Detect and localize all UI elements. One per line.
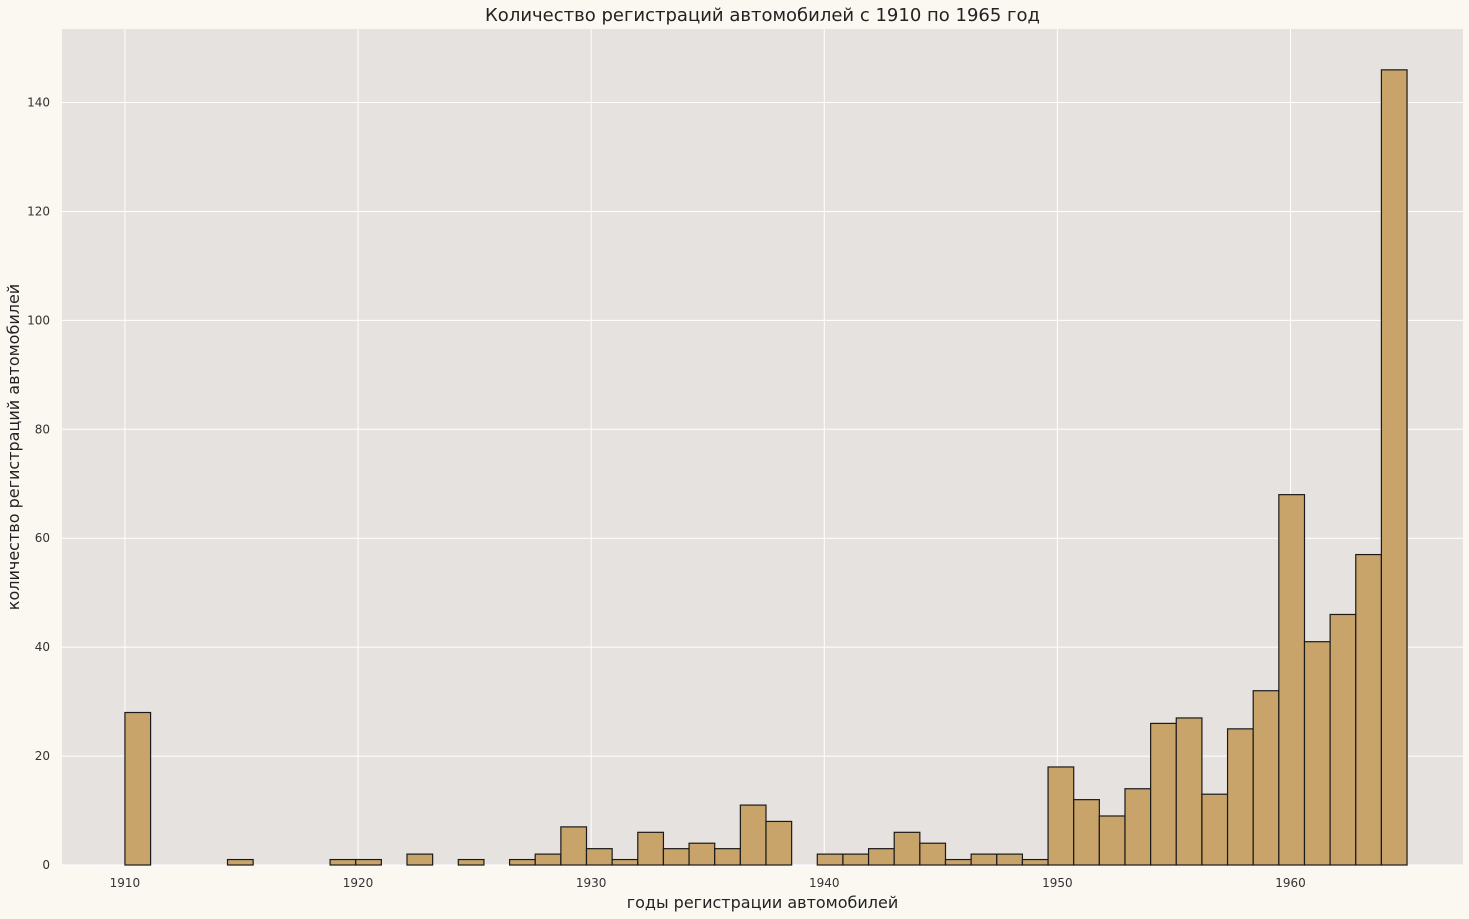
histogram-bar — [714, 848, 741, 866]
histogram-bar — [842, 853, 870, 866]
histogram-bar — [816, 853, 844, 866]
y-tick-label: 0 — [42, 858, 50, 872]
x-axis-label: годы регистрации автомобилей — [627, 893, 899, 912]
x-tick-label: 1960 — [1275, 876, 1306, 890]
y-tick-label: 80 — [35, 422, 50, 436]
x-tick-label: 1950 — [1042, 876, 1073, 890]
histogram-bar — [1073, 799, 1100, 866]
histogram-bar — [1380, 69, 1408, 866]
y-tick-label: 40 — [35, 640, 50, 654]
histogram-bar — [1303, 641, 1331, 866]
histogram-bar — [944, 858, 972, 866]
y-axis-ticks: 0 20 40 60 80 100 120 140 — [27, 96, 50, 872]
histogram-bar — [1329, 613, 1357, 866]
histogram-bar — [1175, 717, 1203, 866]
histogram-bar — [1355, 553, 1383, 866]
histogram-bar — [893, 831, 921, 866]
histogram-bars — [124, 69, 1408, 866]
histogram-bar — [1124, 788, 1152, 866]
histogram-bar — [355, 858, 382, 866]
histogram-bar — [406, 853, 434, 866]
histogram-bar — [662, 848, 690, 866]
histogram-bar — [585, 848, 613, 866]
histogram-bar — [1226, 728, 1254, 866]
histogram-bar — [226, 858, 254, 866]
histogram-bar — [1021, 858, 1049, 866]
histogram-bar — [457, 858, 485, 866]
histogram-bar — [688, 842, 716, 866]
x-tick-label: 1910 — [110, 876, 141, 890]
histogram-bar — [1098, 815, 1126, 866]
y-axis-label: количество регистраций автомобилей — [4, 284, 23, 610]
histogram-bar — [124, 711, 152, 866]
y-tick-label: 100 — [27, 313, 50, 327]
y-tick-label: 60 — [35, 531, 50, 545]
histogram-bar — [637, 831, 665, 866]
histogram-bar — [996, 853, 1024, 866]
histogram-bar — [765, 820, 793, 866]
histogram-bar — [1252, 690, 1280, 866]
x-axis-ticks: 1910 1920 1930 1940 1950 1960 — [110, 876, 1306, 890]
plot-area — [62, 29, 1463, 865]
histogram-bar — [560, 826, 588, 866]
y-tick-label: 140 — [27, 96, 50, 110]
x-tick-label: 1940 — [809, 876, 840, 890]
histogram-bar — [1201, 793, 1229, 866]
y-tick-label: 20 — [35, 749, 50, 763]
chart-title: Количество регистраций автомобилей с 191… — [485, 5, 1040, 26]
histogram-bar — [534, 853, 562, 866]
x-tick-label: 1930 — [576, 876, 607, 890]
histogram-bar — [739, 804, 767, 866]
grid-lines — [62, 29, 1463, 866]
histogram-bar — [919, 842, 947, 866]
x-tick-label: 1920 — [343, 876, 374, 890]
histogram-bar — [1150, 722, 1177, 866]
histogram-bar — [1278, 494, 1306, 866]
histogram-bar — [970, 853, 998, 866]
histogram-bar — [867, 848, 895, 866]
histogram-bar — [1047, 766, 1075, 866]
histogram-bar — [508, 858, 536, 866]
histogram-bar — [329, 858, 357, 866]
histogram-bar — [611, 858, 639, 866]
y-tick-label: 120 — [27, 204, 50, 218]
